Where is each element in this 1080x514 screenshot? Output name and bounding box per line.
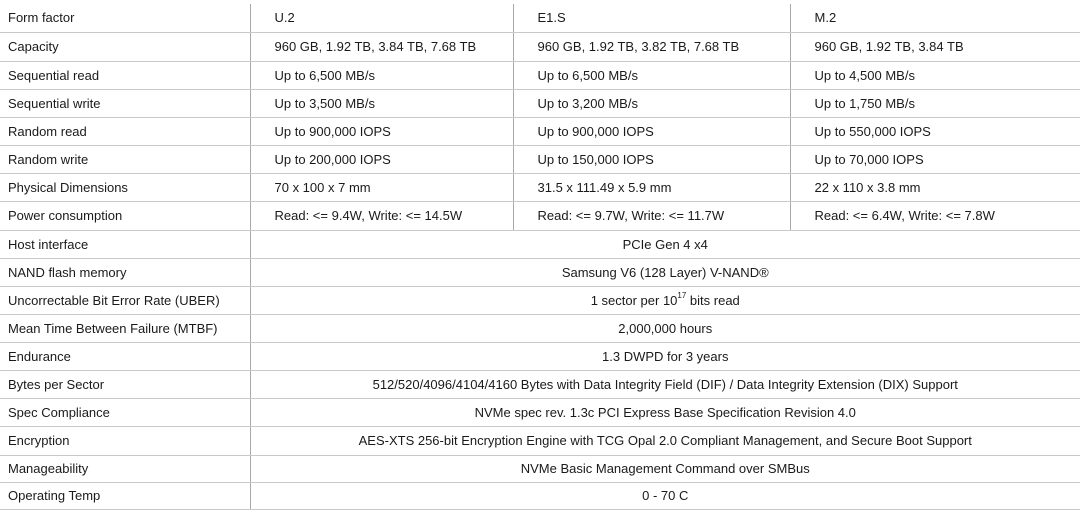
spec-row-sequential-write: Sequential write Up to 3,500 MB/s Up to … xyxy=(0,89,1080,118)
spec-row-operating-temp: Operating Temp 0 - 70 C xyxy=(0,482,1080,510)
spec-row-encryption: Encryption AES-XTS 256-bit Encryption En… xyxy=(0,426,1080,456)
uber-suffix: bits read xyxy=(686,292,740,308)
spec-row-nand-flash: NAND flash memory Samsung V6 (128 Layer)… xyxy=(0,258,1080,287)
u2-value: U.2 xyxy=(249,4,513,33)
spec-row-power-consumption: Power consumption Read: <= 9.4W, Write: … xyxy=(0,201,1080,231)
shared-value: AES-XTS 256-bit Encryption Engine with T… xyxy=(249,426,1080,456)
spec-row-capacity: Capacity 960 GB, 1.92 TB, 3.84 TB, 7.68 … xyxy=(0,32,1080,62)
u2-value: Read: <= 9.4W, Write: <= 14.5W xyxy=(249,201,513,231)
spec-row-sequential-read: Sequential read Up to 6,500 MB/s Up to 6… xyxy=(0,61,1080,90)
row-label: Mean Time Between Failure (MTBF) xyxy=(0,314,250,343)
spec-row-form-factor: Form factor U.2 E1.S M.2 xyxy=(0,4,1080,33)
uber-prefix: 1 sector per 10 xyxy=(590,292,678,308)
row-label: Uncorrectable Bit Error Rate (UBER) xyxy=(0,286,250,315)
row-label: Spec Compliance xyxy=(0,398,251,427)
ssd-spec-table: Form factor U.2 E1.S M.2 Capacity 960 GB… xyxy=(0,4,1080,510)
cropped-heading-fragment xyxy=(30,0,220,3)
m2-value: Up to 70,000 IOPS xyxy=(789,145,1080,174)
shared-value: 0 - 70 C xyxy=(249,482,1080,510)
row-label: Random write xyxy=(0,145,250,174)
row-label: Encryption xyxy=(0,426,251,456)
e1s-value: Up to 900,000 IOPS xyxy=(512,117,790,146)
m2-value: Up to 4,500 MB/s xyxy=(789,61,1080,90)
uber-exponent: 17 xyxy=(677,291,687,301)
shared-value: 512/520/4096/4104/4160 Bytes with Data I… xyxy=(249,370,1080,399)
spec-row-host-interface: Host interface PCIe Gen 4 x4 xyxy=(0,230,1080,259)
spec-row-physical-dimensions: Physical Dimensions 70 x 100 x 7 mm 31.5… xyxy=(0,173,1080,202)
shared-value: PCIe Gen 4 x4 xyxy=(249,230,1080,259)
m2-value: Up to 1,750 MB/s xyxy=(789,89,1080,118)
row-label: Endurance xyxy=(0,342,250,371)
e1s-value: Up to 150,000 IOPS xyxy=(512,145,790,174)
u2-value: Up to 900,000 IOPS xyxy=(249,117,513,146)
spec-row-spec-compliance: Spec Compliance NVMe spec rev. 1.3c PCI … xyxy=(0,398,1080,427)
m2-value: 22 x 110 x 3.8 mm xyxy=(789,173,1080,202)
spec-row-bytes-per-sector: Bytes per Sector 512/520/4096/4104/4160 … xyxy=(0,370,1080,399)
spec-row-mtbf: Mean Time Between Failure (MTBF) 2,000,0… xyxy=(0,314,1080,343)
e1s-value: Up to 3,200 MB/s xyxy=(512,89,790,118)
row-label: Sequential write xyxy=(0,89,250,118)
spec-row-endurance: Endurance 1.3 DWPD for 3 years xyxy=(0,342,1080,371)
row-label: Sequential read xyxy=(0,61,250,90)
shared-value: 2,000,000 hours xyxy=(249,314,1080,343)
m2-value: 960 GB, 1.92 TB, 3.84 TB xyxy=(789,32,1080,62)
row-label: Operating Temp xyxy=(0,482,251,510)
shared-value: 1 sector per 1017 bits read xyxy=(249,286,1080,315)
e1s-value: Read: <= 9.7W, Write: <= 11.7W xyxy=(512,201,790,231)
m2-value: M.2 xyxy=(789,4,1080,33)
row-label: Capacity xyxy=(0,32,250,62)
u2-value: Up to 3,500 MB/s xyxy=(249,89,513,118)
m2-value: Up to 550,000 IOPS xyxy=(789,117,1080,146)
u2-value: 70 x 100 x 7 mm xyxy=(249,173,513,202)
shared-value: 1.3 DWPD for 3 years xyxy=(249,342,1080,371)
shared-value: NVMe spec rev. 1.3c PCI Express Base Spe… xyxy=(249,398,1080,427)
row-label: Bytes per Sector xyxy=(0,370,251,399)
e1s-value: 960 GB, 1.92 TB, 3.82 TB, 7.68 TB xyxy=(512,32,790,62)
spec-row-manageability: Manageability NVMe Basic Management Comm… xyxy=(0,455,1080,483)
row-label: Host interface xyxy=(0,230,250,259)
u2-value: 960 GB, 1.92 TB, 3.84 TB, 7.68 TB xyxy=(249,32,513,62)
u2-value: Up to 6,500 MB/s xyxy=(249,61,513,90)
spec-row-uber: Uncorrectable Bit Error Rate (UBER) 1 se… xyxy=(0,286,1080,315)
e1s-value: E1.S xyxy=(512,4,790,33)
row-label: Physical Dimensions xyxy=(0,173,250,202)
e1s-value: Up to 6,500 MB/s xyxy=(512,61,790,90)
spec-row-random-write: Random write Up to 200,000 IOPS Up to 15… xyxy=(0,145,1080,174)
m2-value: Read: <= 6.4W, Write: <= 7.8W xyxy=(789,201,1080,231)
row-label: NAND flash memory xyxy=(0,258,250,287)
shared-value: NVMe Basic Management Command over SMBus xyxy=(249,455,1080,483)
shared-value: Samsung V6 (128 Layer) V-NAND® xyxy=(249,258,1080,287)
u2-value: Up to 200,000 IOPS xyxy=(249,145,513,174)
row-label: Random read xyxy=(0,117,250,146)
e1s-value: 31.5 x 111.49 x 5.9 mm xyxy=(512,173,790,202)
row-label: Power consumption xyxy=(0,201,250,231)
spec-row-random-read: Random read Up to 900,000 IOPS Up to 900… xyxy=(0,117,1080,146)
row-label: Form factor xyxy=(0,4,250,33)
row-label: Manageability xyxy=(0,455,251,483)
